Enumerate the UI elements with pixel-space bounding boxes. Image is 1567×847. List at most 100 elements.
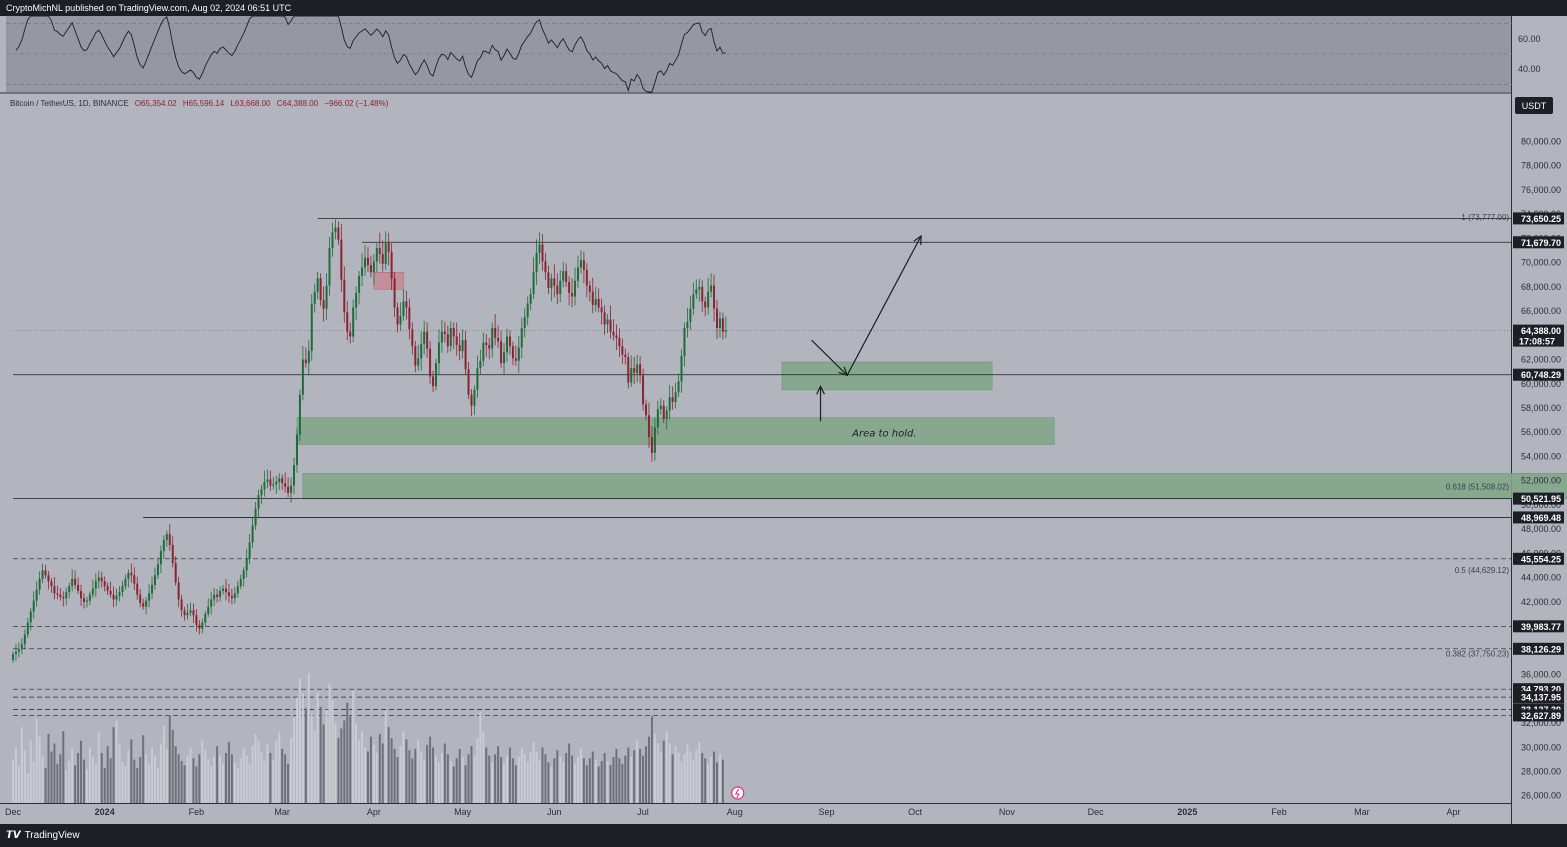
volume-bar <box>47 733 50 803</box>
volume-bar <box>612 756 615 803</box>
candle-body <box>174 563 177 583</box>
volume-bar <box>32 761 35 803</box>
volume-bar <box>343 720 346 803</box>
time-axis[interactable]: Dec 2024 Feb Mar Apr May Jun Jul Aug Sep Oct Nov Dec… <box>5 807 1461 817</box>
candle-body <box>14 651 17 654</box>
volume-bar <box>547 762 550 803</box>
candle-body <box>94 581 97 589</box>
volume-bar <box>183 765 186 803</box>
candle-body <box>38 578 41 590</box>
candle-body <box>295 434 298 465</box>
candle-body <box>334 227 337 233</box>
candle-body <box>248 542 251 559</box>
candle-body <box>520 328 523 348</box>
candle-body <box>449 328 452 347</box>
price-label-badge: 38,126.29 <box>1513 642 1564 655</box>
volume-bar <box>432 747 435 803</box>
volume-bar <box>520 748 523 803</box>
candle-body <box>594 298 597 306</box>
volume-bar <box>213 756 216 803</box>
volume-bar <box>642 755 645 803</box>
candle-body <box>245 558 248 571</box>
replay-lightning-icon[interactable] <box>731 786 745 800</box>
candle-body <box>396 307 399 325</box>
price-label-text: 39,983.77 <box>1521 622 1561 632</box>
candle-body <box>511 346 514 359</box>
candle-body <box>473 389 476 406</box>
volume-bar <box>307 673 310 803</box>
candle-body <box>393 278 396 308</box>
volume-bar <box>100 752 103 803</box>
ohlc-high: H65,596.14 <box>183 99 225 108</box>
volume-bar <box>94 763 97 803</box>
price-label-badge: 48,969.48 <box>1513 511 1564 524</box>
volume-bar <box>310 713 313 803</box>
candle-body <box>639 364 642 376</box>
volume-bar <box>254 733 257 803</box>
candle-body <box>257 495 260 509</box>
volume-bar <box>295 697 298 803</box>
volume-bar <box>278 732 281 803</box>
volume-bar <box>313 729 316 803</box>
candle-body <box>85 600 88 602</box>
volume-bar <box>287 763 290 803</box>
candle-body <box>80 590 83 599</box>
volume-bar <box>121 762 124 803</box>
candle-body <box>133 575 136 584</box>
price-label-badge: 73,650.25 <box>1513 212 1564 225</box>
volume-bar <box>579 748 582 803</box>
time-tick-label: May <box>454 807 472 817</box>
candle-body <box>103 581 106 587</box>
candle-body <box>192 610 195 616</box>
zones-layer <box>296 272 1567 500</box>
candle-body <box>195 615 198 625</box>
candle-body <box>337 227 340 240</box>
volume-bar <box>479 712 482 803</box>
price-axis[interactable]: 26,000.0028,000.0030,000.0032,000.0034,0… <box>1521 136 1561 800</box>
volume-bar <box>505 755 508 803</box>
arrow-head <box>838 366 849 377</box>
candle-body <box>556 285 559 295</box>
candle-body <box>647 415 650 438</box>
volume-bar <box>665 731 668 803</box>
candle-body <box>440 331 443 343</box>
volume-bar <box>503 763 506 803</box>
volume-bar <box>704 758 707 803</box>
volume-bar <box>689 751 692 803</box>
volume-bar <box>331 700 334 803</box>
currency-badge[interactable]: USDT <box>1515 97 1553 114</box>
volume-bar <box>44 767 47 803</box>
candle-body <box>82 598 85 602</box>
candle-body <box>532 272 535 295</box>
volume-bar <box>417 740 420 803</box>
candle-body <box>97 577 100 582</box>
volume-bars-layer <box>12 673 724 803</box>
candle-body <box>550 278 553 289</box>
candle-body <box>686 321 689 329</box>
volume-bar <box>180 761 183 803</box>
volume-bar <box>650 716 653 803</box>
candle-body <box>310 303 313 352</box>
time-tick-label: Mar <box>274 807 290 817</box>
price-label-badge: 32,627.89 <box>1513 709 1564 722</box>
volume-bar <box>189 747 192 803</box>
volume-bar <box>275 740 278 803</box>
candle-body <box>426 331 429 349</box>
time-tick-label: Dec <box>1088 807 1105 817</box>
volume-bar <box>402 731 405 803</box>
candle-body <box>162 540 165 551</box>
candle-body <box>470 394 473 406</box>
arrows-layer <box>811 234 922 422</box>
candle-body <box>204 613 207 623</box>
candle-body <box>609 319 612 332</box>
volume-bar <box>325 709 328 803</box>
volume-bar <box>633 750 636 803</box>
price-label-box <box>1513 691 1564 704</box>
volume-bar <box>384 710 387 803</box>
volume-bar <box>716 762 719 803</box>
candle-body <box>452 328 455 337</box>
candle-body <box>636 364 639 373</box>
candle-body <box>517 347 520 361</box>
volume-bar <box>26 773 29 803</box>
